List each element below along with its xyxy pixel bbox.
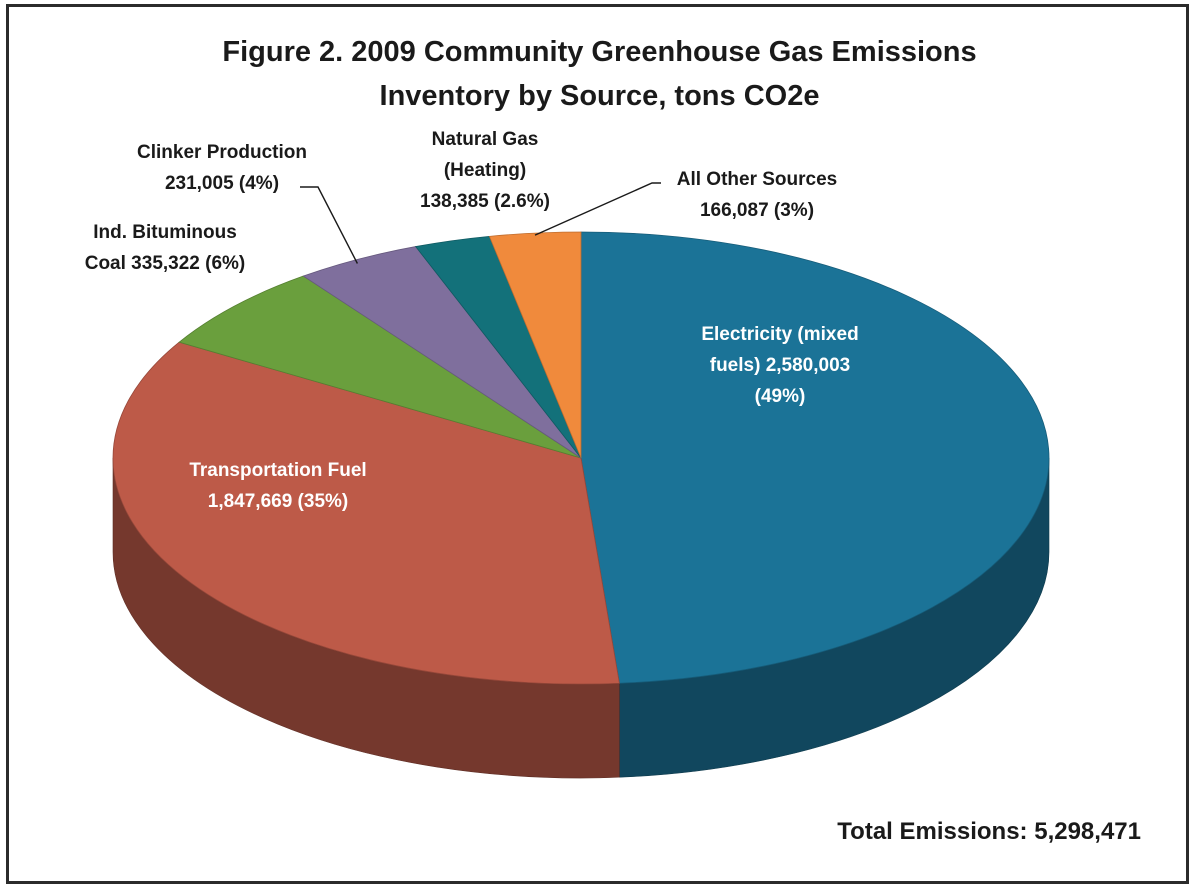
label-line: 166,087 (3%) bbox=[700, 200, 814, 221]
leader-lines bbox=[300, 182, 661, 264]
label-line: (Heating) bbox=[444, 160, 526, 181]
slice-labels: Electricity (mixed fuels) 2,580,003 (49%) T… bbox=[85, 129, 859, 512]
slice-ind-bituminous-coal bbox=[178, 275, 582, 459]
label-natural-gas-heating: Natural Gas (Heating) 138,385 (2.6%) bbox=[420, 129, 550, 212]
label-line: 1,847,669 (35%) bbox=[208, 491, 349, 512]
label-line: All Other Sources bbox=[677, 169, 838, 190]
slice-electricity-mixed-fuels bbox=[580, 231, 1050, 684]
slice-all-other-sources bbox=[488, 231, 582, 459]
label-line: Natural Gas bbox=[432, 129, 539, 150]
label-line: fuels) 2,580,003 bbox=[710, 355, 850, 376]
chart-title-line-2: Inventory by Source, tons CO2e bbox=[379, 80, 820, 112]
chart-title-line-1: Figure 2. 2009 Community Greenhouse Gas … bbox=[222, 36, 977, 68]
label-line: (49%) bbox=[755, 386, 806, 407]
label-line: Electricity (mixed bbox=[701, 324, 858, 345]
label-line: Clinker Production bbox=[137, 142, 307, 163]
label-line: Ind. Bituminous bbox=[93, 222, 237, 243]
label-line: Transportation Fuel bbox=[189, 460, 366, 481]
label-line: 138,385 (2.6%) bbox=[420, 191, 550, 212]
label-transportation-fuel: Transportation Fuel 1,847,669 (35%) bbox=[189, 460, 366, 512]
pie-slices bbox=[112, 231, 1050, 685]
leader-all-other-sources bbox=[534, 182, 661, 236]
label-line: 231,005 (4%) bbox=[165, 173, 279, 194]
slice-transportation-fuel bbox=[112, 341, 620, 685]
label-ind-bituminous-coal: Ind. Bituminous Coal 335,322 (6%) bbox=[85, 222, 246, 274]
label-line: Coal 335,322 (6%) bbox=[85, 253, 246, 274]
total-emissions: Total Emissions: 5,298,471 bbox=[837, 818, 1141, 845]
label-clinker-production: Clinker Production 231,005 (4%) bbox=[137, 142, 307, 194]
leader-clinker-production bbox=[300, 186, 359, 264]
label-all-other-sources: All Other Sources 166,087 (3%) bbox=[677, 169, 838, 221]
label-electricity-mixed-fuels: Electricity (mixed fuels) 2,580,003 (49%) bbox=[701, 324, 858, 407]
chart-title: Figure 2. 2009 Community Greenhouse Gas … bbox=[0, 30, 1199, 118]
